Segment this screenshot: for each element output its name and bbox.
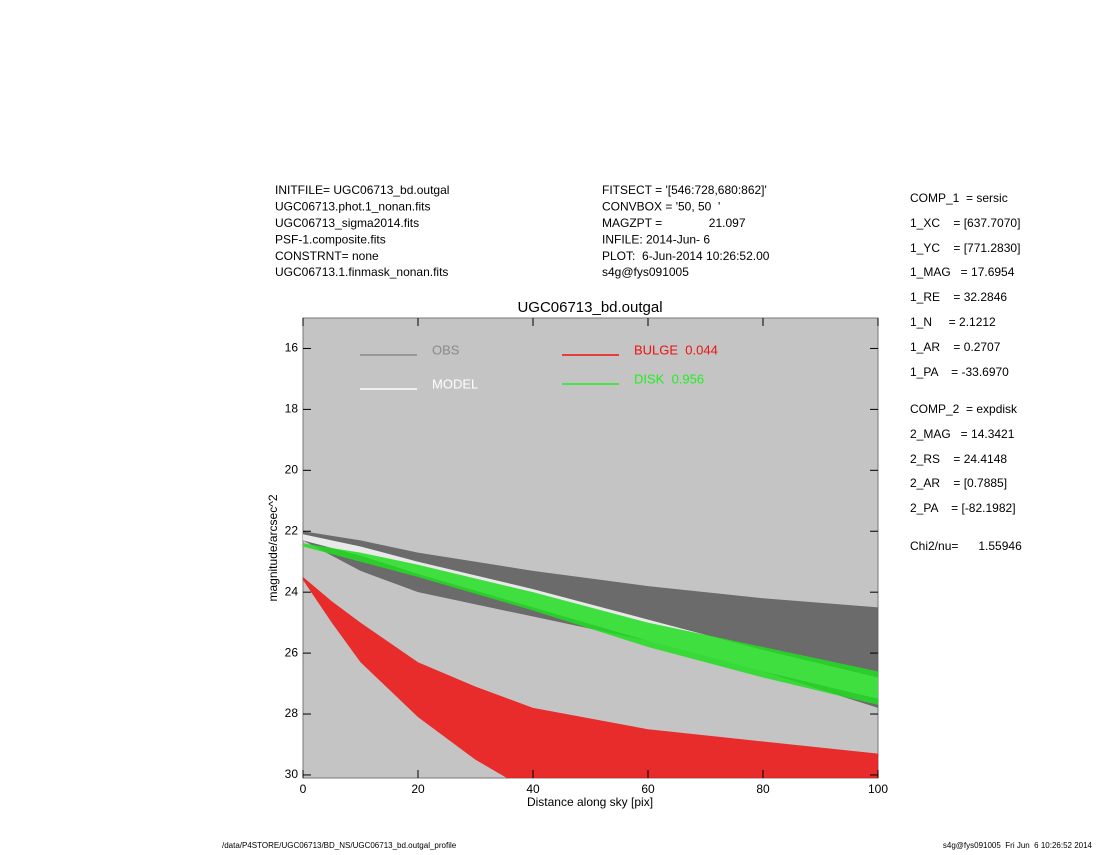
header-line: UGC06713_sigma2014.fits	[275, 216, 419, 230]
x-axis-label: Distance along sky [pix]	[527, 795, 653, 809]
fit-parameter: 2_RS = 24.4148	[910, 452, 1007, 466]
fit-parameter: 2_PA = [-82.1982]	[910, 501, 1016, 515]
header-line: CONVBOX = '50, 50 '	[602, 200, 720, 214]
header-line: FITSECT = '[546:728,680:862]'	[602, 183, 767, 197]
legend-label: MODEL	[432, 376, 478, 391]
header-line: MAGZPT = 21.097	[602, 216, 746, 230]
header-line: s4g@fys091005	[602, 265, 689, 279]
footer-path: /data/P4STORE/UGC06713/BD_NS/UGC06713_bd…	[222, 841, 457, 850]
band	[303, 543, 878, 705]
plot-area	[302, 317, 879, 779]
y-tick-label: 30	[285, 767, 299, 781]
legend-label: OBS	[432, 342, 460, 357]
header-line: UGC06713.1.finmask_nonan.fits	[275, 265, 448, 279]
y-tick-label: 20	[285, 462, 299, 476]
x-tick-label: 20	[411, 782, 425, 796]
fit-parameter: 2_MAG = 14.3421	[910, 427, 1015, 441]
fit-parameter: 1_RE = 32.2846	[910, 290, 1007, 304]
y-tick-label: 26	[285, 645, 299, 659]
header-line: PLOT: 6-Jun-2014 10:26:52.00	[602, 249, 770, 263]
x-tick-label: 0	[300, 782, 307, 796]
fit-parameter: 1_N = 2.1212	[910, 315, 996, 329]
fit-parameter: COMP_2 = expdisk	[910, 402, 1018, 416]
fit-parameter: 1_PA = -33.6970	[910, 365, 1009, 379]
footer-stamp: s4g@fys091005 Fri Jun 6 10:26:52 2014	[943, 841, 1093, 850]
y-tick-label: 24	[285, 584, 299, 598]
legend-label: BULGE 0.044	[634, 342, 718, 357]
header-line: CONSTRNT= none	[275, 249, 379, 263]
y-tick-label: 18	[285, 402, 299, 416]
bands	[303, 531, 878, 778]
fit-parameter: COMP_1 = sersic	[910, 191, 1008, 205]
header-line: INFILE: 2014-Jun- 6	[602, 232, 710, 246]
chart-title: UGC06713_bd.outgal	[517, 299, 662, 316]
fit-parameter: 1_YC = [771.2830]	[910, 241, 1020, 255]
fit-parameter: 2_AR = [0.7885]	[910, 476, 1007, 490]
header-line: PSF-1.composite.fits	[275, 232, 386, 246]
fit-parameter: 1_XC = [637.7070]	[910, 216, 1020, 230]
fit-parameter: 1_MAG = 17.6954	[910, 265, 1015, 279]
y-tick-label: 22	[285, 523, 299, 537]
y-tick-label: 28	[285, 706, 299, 720]
x-tick-label: 40	[526, 782, 540, 796]
fit-parameter: 1_AR = 0.2707	[910, 340, 1001, 354]
x-tick-label: 60	[641, 782, 655, 796]
x-tick-label: 80	[756, 782, 770, 796]
y-axis-label: magnitude/arcsec^2	[266, 494, 280, 601]
band	[303, 576, 878, 778]
x-tick-label: 100	[868, 782, 888, 796]
y-tick-label: 16	[285, 341, 299, 355]
fit-parameter: Chi2/nu= 1.55946	[910, 539, 1022, 553]
header-line: UGC06713.phot.1_nonan.fits	[275, 200, 430, 214]
legend-label: DISK 0.956	[634, 371, 704, 386]
header-line: INITFILE= UGC06713_bd.outgal	[275, 183, 449, 197]
